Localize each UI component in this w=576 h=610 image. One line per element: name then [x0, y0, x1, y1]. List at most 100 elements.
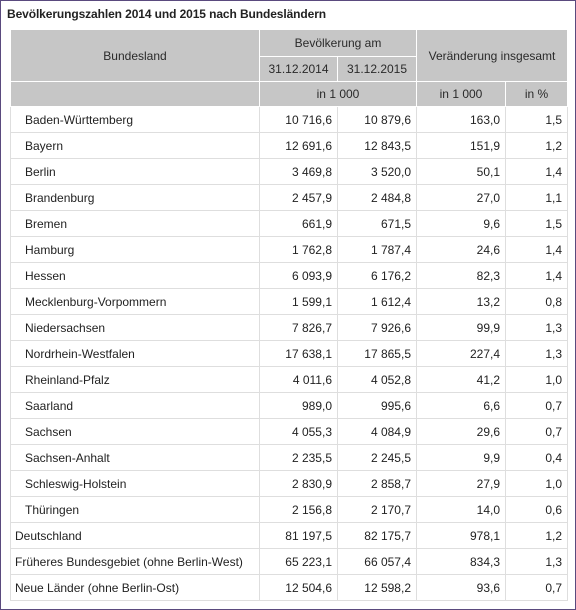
change-percent-cell: 1,0 [505, 470, 568, 497]
population-2015-cell: 2 170,7 [337, 496, 417, 523]
table-row: Baden-Württemberg 10 716,6 10 879,6 163,0 1,… [10, 106, 568, 133]
population-2015-cell: 1 612,4 [337, 288, 417, 315]
population-2014-cell: 989,0 [259, 392, 338, 419]
change-absolute-cell: 151,9 [416, 132, 506, 159]
change-absolute-cell: 27,9 [416, 470, 506, 497]
change-percent-cell: 1,3 [505, 548, 568, 575]
population-2014-cell: 81 197,5 [259, 522, 338, 549]
population-2014-cell: 65 223,1 [259, 548, 338, 575]
change-percent-cell: 0,6 [505, 496, 568, 523]
population-2015-cell: 12 843,5 [337, 132, 417, 159]
population-2014-cell: 3 469,8 [259, 158, 338, 185]
change-absolute-cell: 9,6 [416, 210, 506, 237]
state-name-cell: Früheres Bundesgebiet (ohne Berlin-West) [10, 548, 260, 575]
state-name-cell: Hessen [10, 262, 260, 289]
change-percent-cell: 1,3 [505, 314, 568, 341]
table-row: Saarland 989,0 995,6 6,6 0,7 [10, 392, 568, 419]
state-name-cell: Nordrhein-Westfalen [10, 340, 260, 367]
population-2014-cell: 2 457,9 [259, 184, 338, 211]
population-2014-cell: 6 093,9 [259, 262, 338, 289]
state-name-cell: Baden-Württemberg [10, 106, 260, 133]
total-row: Früheres Bundesgebiet (ohne Berlin-West)… [10, 548, 568, 575]
header-change: Veränderung insgesamt [416, 29, 568, 82]
population-2014-cell: 1 762,8 [259, 236, 338, 263]
table-row: Hessen 6 093,9 6 176,2 82,3 1,4 [10, 262, 568, 289]
population-2014-cell: 4 011,6 [259, 366, 338, 393]
total-row: Neue Länder (ohne Berlin-Ost) 12 504,6 12 … [10, 574, 568, 601]
change-absolute-cell: 99,9 [416, 314, 506, 341]
population-2015-cell: 6 176,2 [337, 262, 417, 289]
table-row: Rheinland-Pfalz 4 011,6 4 052,8 41,2 1,0 [10, 366, 568, 393]
change-absolute-cell: 29,6 [416, 418, 506, 445]
state-name-cell: Thüringen [10, 496, 260, 523]
population-2015-cell: 1 787,4 [337, 236, 417, 263]
population-2015-cell: 4 052,8 [337, 366, 417, 393]
table-row: Nordrhein-Westfalen 17 638,1 17 865,5 227,4… [10, 340, 568, 367]
change-absolute-cell: 978,1 [416, 522, 506, 549]
change-absolute-cell: 163,0 [416, 106, 506, 133]
table-row: Hamburg 1 762,8 1 787,4 24,6 1,4 [10, 236, 568, 263]
change-percent-cell: 1,1 [505, 184, 568, 211]
state-name-cell: Schleswig-Holstein [10, 470, 260, 497]
state-name-cell: Bayern [10, 132, 260, 159]
change-percent-cell: 1,2 [505, 132, 568, 159]
table-row: Berlin 3 469,8 3 520,0 50,1 1,4 [10, 158, 568, 185]
table-row: Mecklenburg-Vorpommern 1 599,1 1 612,4 13,2… [10, 288, 568, 315]
table-row: Thüringen 2 156,8 2 170,7 14,0 0,6 [10, 496, 568, 523]
header-unit-population: in 1 000 [259, 81, 417, 107]
population-2015-cell: 17 865,5 [337, 340, 417, 367]
header-unit-change-pct: in % [505, 81, 568, 107]
change-percent-cell: 0,7 [505, 574, 568, 601]
population-2014-cell: 12 504,6 [259, 574, 338, 601]
change-percent-cell: 0,7 [505, 418, 568, 445]
population-2014-cell: 10 716,6 [259, 106, 338, 133]
table-row: Bayern 12 691,6 12 843,5 151,9 1,2 [10, 132, 568, 159]
population-2014-cell: 2 830,9 [259, 470, 338, 497]
population-2015-cell: 66 057,4 [337, 548, 417, 575]
header-unit-change-abs: in 1 000 [416, 81, 506, 107]
state-name-cell: Sachsen [10, 418, 260, 445]
population-2014-cell: 4 055,3 [259, 418, 338, 445]
change-percent-cell: 1,4 [505, 262, 568, 289]
change-absolute-cell: 27,0 [416, 184, 506, 211]
state-name-cell: Niedersachsen [10, 314, 260, 341]
table-row: Niedersachsen 7 826,7 7 926,6 99,9 1,3 [10, 314, 568, 341]
change-absolute-cell: 227,4 [416, 340, 506, 367]
state-name-cell: Saarland [10, 392, 260, 419]
population-2014-cell: 7 826,7 [259, 314, 338, 341]
population-2015-cell: 3 520,0 [337, 158, 417, 185]
change-percent-cell: 1,4 [505, 158, 568, 185]
header-population: Bevölkerung am [259, 29, 417, 57]
population-2014-cell: 2 156,8 [259, 496, 338, 523]
header-bundesland: Bundesland [10, 29, 260, 82]
state-name-cell: Berlin [10, 158, 260, 185]
change-absolute-cell: 82,3 [416, 262, 506, 289]
state-name-cell: Sachsen-Anhalt [10, 444, 260, 471]
state-name-cell: Deutschland [10, 522, 260, 549]
change-percent-cell: 0,8 [505, 288, 568, 315]
population-2014-cell: 17 638,1 [259, 340, 338, 367]
population-2015-cell: 2 245,5 [337, 444, 417, 471]
population-2015-cell: 4 084,9 [337, 418, 417, 445]
header-date-2014: 31.12.2014 [259, 56, 338, 82]
state-name-cell: Hamburg [10, 236, 260, 263]
change-absolute-cell: 834,3 [416, 548, 506, 575]
change-absolute-cell: 93,6 [416, 574, 506, 601]
population-2015-cell: 2 858,7 [337, 470, 417, 497]
population-table: Bundesland Bevölkerung am Veränderung in… [10, 29, 568, 601]
population-2014-cell: 2 235,5 [259, 444, 338, 471]
header-unit-blank [10, 81, 260, 107]
population-2015-cell: 12 598,2 [337, 574, 417, 601]
table-row: Sachsen-Anhalt 2 235,5 2 245,5 9,9 0,4 [10, 444, 568, 471]
change-percent-cell: 1,4 [505, 236, 568, 263]
change-absolute-cell: 14,0 [416, 496, 506, 523]
table-row: Brandenburg 2 457,9 2 484,8 27,0 1,1 [10, 184, 568, 211]
change-percent-cell: 0,4 [505, 444, 568, 471]
state-name-cell: Brandenburg [10, 184, 260, 211]
state-name-cell: Mecklenburg-Vorpommern [10, 288, 260, 315]
header-date-2015: 31.12.2015 [337, 56, 417, 82]
change-absolute-cell: 50,1 [416, 158, 506, 185]
population-2014-cell: 1 599,1 [259, 288, 338, 315]
change-percent-cell: 1,5 [505, 106, 568, 133]
